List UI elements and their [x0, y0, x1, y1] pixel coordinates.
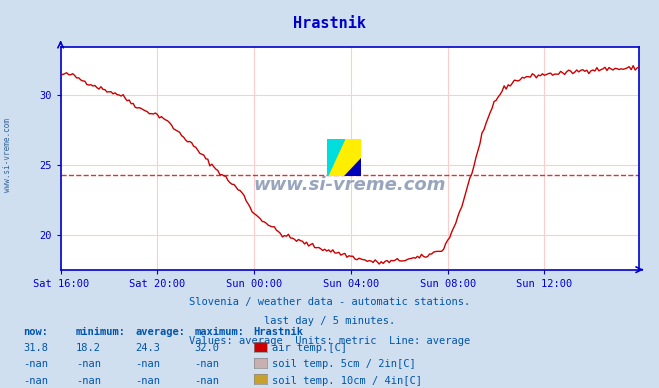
Text: 31.8: 31.8: [23, 343, 48, 353]
Polygon shape: [344, 158, 361, 176]
Text: -nan: -nan: [23, 376, 48, 386]
Text: Hrastnik: Hrastnik: [254, 327, 304, 337]
Text: www.si-vreme.com: www.si-vreme.com: [3, 118, 13, 192]
Text: -nan: -nan: [76, 359, 101, 369]
Text: 32.0: 32.0: [194, 343, 219, 353]
Text: -nan: -nan: [194, 359, 219, 369]
Text: air temp.[C]: air temp.[C]: [272, 343, 347, 353]
Text: maximum:: maximum:: [194, 327, 244, 337]
Text: Hrastnik: Hrastnik: [293, 16, 366, 31]
Text: average:: average:: [135, 327, 185, 337]
Polygon shape: [327, 139, 344, 176]
Text: -nan: -nan: [23, 359, 48, 369]
Text: -nan: -nan: [135, 376, 160, 386]
Text: soil temp. 5cm / 2in[C]: soil temp. 5cm / 2in[C]: [272, 359, 415, 369]
Text: -nan: -nan: [194, 376, 219, 386]
Text: soil temp. 10cm / 4in[C]: soil temp. 10cm / 4in[C]: [272, 376, 422, 386]
Text: Slovenia / weather data - automatic stations.: Slovenia / weather data - automatic stat…: [189, 297, 470, 307]
Text: minimum:: minimum:: [76, 327, 126, 337]
Text: www.si-vreme.com: www.si-vreme.com: [254, 176, 446, 194]
Text: last day / 5 minutes.: last day / 5 minutes.: [264, 316, 395, 326]
Text: Values: average  Units: metric  Line: average: Values: average Units: metric Line: aver…: [189, 336, 470, 346]
Text: 24.3: 24.3: [135, 343, 160, 353]
Text: 18.2: 18.2: [76, 343, 101, 353]
Text: now:: now:: [23, 327, 48, 337]
Polygon shape: [327, 139, 361, 176]
Text: -nan: -nan: [135, 359, 160, 369]
Text: -nan: -nan: [76, 376, 101, 386]
